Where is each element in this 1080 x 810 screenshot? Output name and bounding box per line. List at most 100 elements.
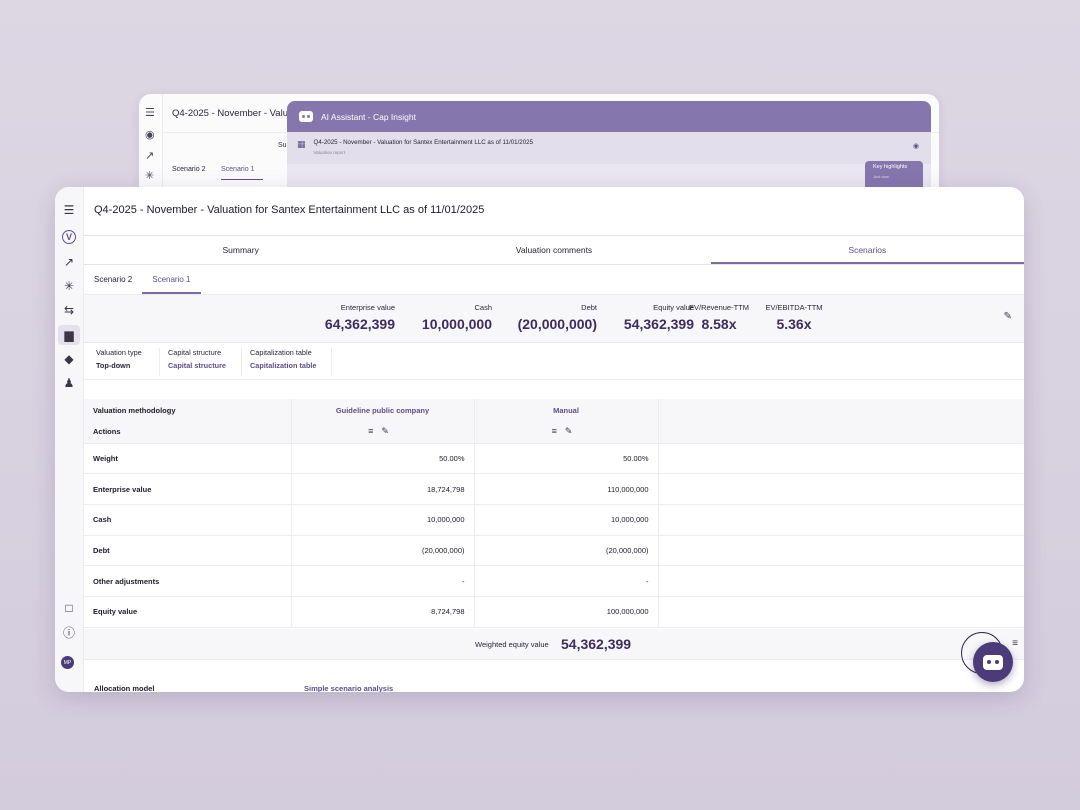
sliders-icon[interactable]: ≡ — [368, 426, 382, 437]
chat-icon[interactable]: □ — [65, 601, 73, 615]
capital-structure-label: Capital structure — [168, 348, 222, 357]
row-label: Weight — [84, 443, 292, 475]
allocation-label: Allocation model — [94, 684, 155, 692]
actions-cell: ≡✎ — [291, 421, 475, 444]
cell-value: 50.00% — [291, 443, 475, 475]
tab-valuation-comments[interactable]: Valuation comments — [515, 245, 593, 255]
kpi-equity-value: Equity value 54,362,399 — [624, 303, 694, 332]
sliders-icon[interactable]: ≡ — [1012, 638, 1018, 649]
empty-cell — [658, 443, 1024, 475]
weighted-equity-row: Weighted equity value 54,362,399 ≡ — [84, 629, 1024, 660]
weighted-equity-value: 54,362,399 — [561, 636, 632, 652]
valuation-type-value: Top-down — [96, 361, 131, 370]
capital-structure-cell: Capital structure Capital structure — [160, 348, 242, 376]
edit-icon[interactable]: ✎ — [1003, 311, 1012, 322]
allocation-row: Allocation model Simple scenario analysi… — [84, 678, 1024, 692]
tab-summary[interactable]: Summary — [222, 245, 259, 255]
cell-value: (20,000,000) — [291, 535, 475, 567]
branch-icon: ✳ — [145, 170, 155, 182]
allocation-value[interactable]: Simple scenario analysis — [304, 684, 394, 692]
content-area: Q4-2025 - November - Valuation for Sante… — [84, 187, 1024, 692]
cell-value: - — [474, 565, 659, 597]
table-header-row: Valuation methodology Guideline public c… — [84, 399, 1024, 421]
user-icon[interactable]: ♟ — [63, 376, 75, 390]
sidebar: ☰ V ↗ ✳ ⇆ ▆ ◆ ♟ □ ⓘ MP — [55, 187, 84, 692]
kpi-debt: Debt (20,000,000) — [518, 303, 597, 332]
ai-assistant-button[interactable] — [973, 642, 1013, 682]
table-row: Debt (20,000,000) (20,000,000) — [84, 535, 1024, 567]
background-page-title: Q4-2025 - November - Valuati — [172, 108, 299, 119]
kpi-value: 5.36x — [776, 316, 812, 332]
column-header-gpc[interactable]: Guideline public company — [291, 399, 475, 421]
report-title: Q4-2025 - November - Valuation for Sante… — [313, 139, 534, 146]
robot-icon — [299, 111, 313, 122]
kpi-label: Equity value — [653, 303, 694, 312]
methodology-label: Valuation methodology — [84, 399, 292, 421]
kpi-label: EV/Revenue-TTM — [688, 303, 750, 312]
tab-scenarios[interactable]: Scenarios — [710, 236, 1024, 264]
background-tab-scenario-2: Scenario 2 — [172, 166, 206, 173]
menu-icon: ☰ — [145, 107, 155, 119]
eye-icon[interactable]: ◉ — [912, 143, 919, 150]
logo-icon[interactable]: V — [58, 227, 80, 247]
document-icon: ▦ — [297, 139, 306, 149]
tab-scenario-2[interactable]: Scenario 2 — [94, 275, 133, 284]
empty-cell — [658, 421, 1024, 444]
logo-icon: ◉ — [145, 129, 155, 141]
capitalization-table-link[interactable]: Capitalization table — [250, 361, 317, 370]
table-row: Enterprise value 18,724,798 110,000,000 — [84, 473, 1024, 505]
empty-cell — [658, 504, 1024, 536]
kpi-label: Cash — [474, 303, 492, 312]
kpi-value: 8.58x — [701, 316, 737, 332]
report-subtitle: Valuation report — [313, 150, 345, 155]
ai-assistant-title: AI Assistant - Cap Insight — [321, 111, 416, 122]
kpi-value: 64,362,399 — [324, 316, 395, 332]
main-tabs: Summary Valuation comments Scenarios — [84, 236, 1024, 265]
capitalization-table-cell: Capitalization table Capitalization tabl… — [242, 348, 332, 376]
row-label: Enterprise value — [84, 473, 292, 505]
key-highlights-bubble[interactable]: Key highlights Just now — [865, 161, 923, 191]
cell-value: 18,724,798 — [291, 473, 475, 505]
kpi-ev-ebitda: EV/EBITDA-TTM 5.36x — [764, 303, 824, 332]
capital-structure-link[interactable]: Capital structure — [168, 361, 226, 370]
row-label: Equity value — [84, 596, 292, 628]
kpi-cash: Cash 10,000,000 — [422, 303, 492, 332]
column-header-manual[interactable]: Manual — [474, 399, 659, 421]
kpi-label: EV/EBITDA-TTM — [765, 303, 823, 312]
divider — [84, 235, 1024, 236]
tag-icon[interactable]: ◆ — [64, 352, 74, 366]
bar-chart-icon[interactable]: ▆ — [58, 325, 80, 345]
highlights-title: Key highlights — [873, 164, 908, 170]
row-label: Cash — [84, 504, 292, 536]
ai-assistant-header: AI Assistant - Cap Insight — [287, 101, 931, 132]
empty-cell — [658, 535, 1024, 567]
kpi-label: Enterprise value — [340, 303, 395, 312]
actions-row: Actions ≡✎ ≡✎ — [84, 421, 1024, 444]
sliders-icon[interactable]: ≡ — [551, 426, 565, 437]
edit-icon[interactable]: ✎ — [564, 426, 581, 437]
ai-assistant-panel: AI Assistant - Cap Insight ▦ Q4-2025 - N… — [287, 101, 931, 201]
cell-value: 10,000,000 — [291, 504, 475, 536]
row-label: Other adjustments — [84, 565, 292, 597]
menu-icon[interactable]: ☰ — [63, 203, 75, 217]
edit-icon[interactable]: ✎ — [381, 426, 397, 437]
kpi-value: 54,362,399 — [623, 316, 694, 332]
transfer-icon[interactable]: ⇆ — [63, 303, 75, 317]
background-sidebar: ☰ ◉ ↗ ✳ — [139, 94, 163, 204]
valuation-table: Valuation methodology Guideline public c… — [84, 399, 1024, 628]
trend-icon[interactable]: ↗ — [63, 255, 75, 269]
valuation-type-label: Valuation type — [96, 348, 142, 357]
tab-scenario-1[interactable]: Scenario 1 — [142, 266, 201, 294]
empty-cell — [658, 565, 1024, 597]
empty-cell — [658, 596, 1024, 628]
ai-report-item[interactable]: ▦ Q4-2025 - November - Valuation for San… — [287, 132, 931, 164]
help-icon[interactable]: ⓘ — [62, 625, 75, 640]
kpi-value: 10,000,000 — [421, 316, 492, 332]
avatar[interactable]: MP — [61, 656, 74, 669]
empty-cell — [658, 473, 1024, 505]
branch-icon[interactable]: ✳ — [63, 279, 75, 293]
table-row: Other adjustments - - — [84, 565, 1024, 597]
cell-value: 8,724,798 — [291, 596, 475, 628]
kpi-enterprise-value: Enterprise value 64,362,399 — [325, 303, 395, 332]
table-row: Weight 50.00% 50.00% — [84, 443, 1024, 475]
